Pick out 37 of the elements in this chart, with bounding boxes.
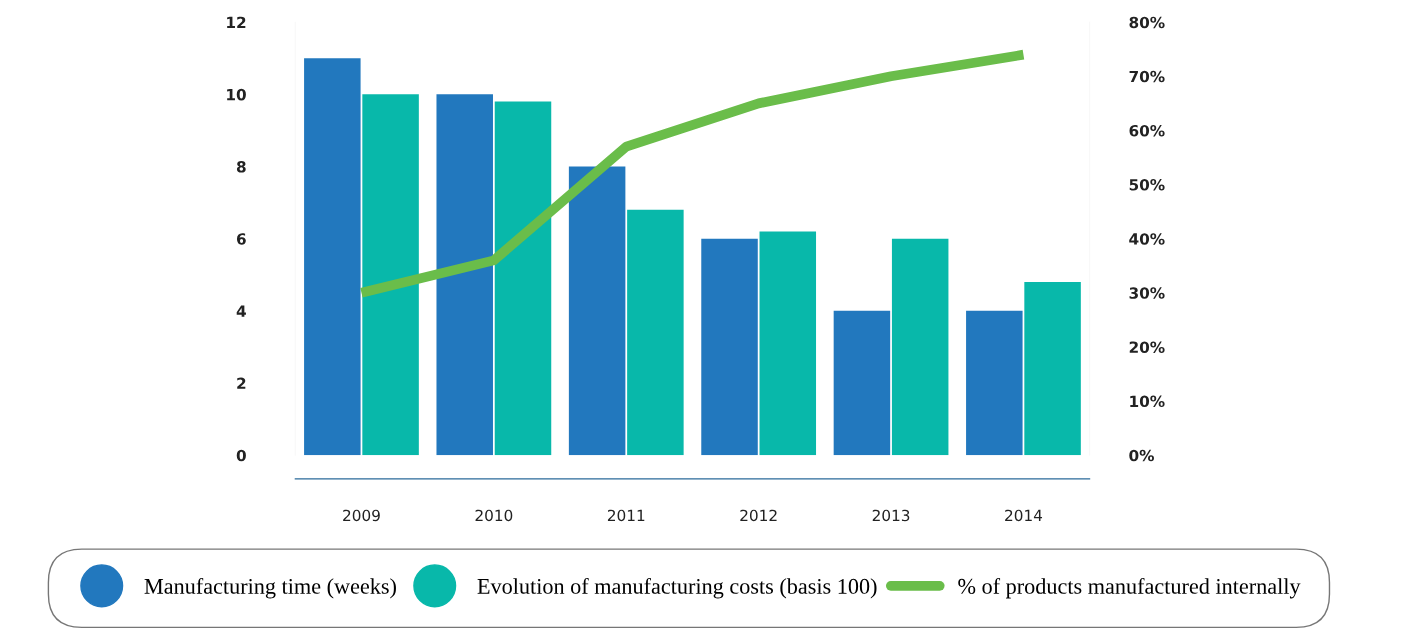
x-tick-label: 2011 <box>607 509 645 522</box>
y2-tick-label: 40% <box>1129 233 1165 245</box>
y-tick-label: 12 <box>227 16 246 28</box>
legend-label: Evolution of manufacturing costs (basis 100) <box>477 578 877 599</box>
legend-label: % of products manufactured internally <box>958 578 1301 599</box>
bar <box>701 238 758 456</box>
x-tick-label: 2009 <box>343 509 380 522</box>
y2-tick-label: 10% <box>1130 395 1165 408</box>
y-tick-label: 8 <box>236 161 246 173</box>
y2-tick-label: 80% <box>1129 16 1165 29</box>
bar <box>1024 282 1081 456</box>
x-tick-label: 2013 <box>872 509 910 522</box>
bar <box>759 231 817 456</box>
bar <box>833 310 891 456</box>
x-tick-label: 2014 <box>1005 509 1043 522</box>
y-tick-label: 6 <box>236 233 246 245</box>
y2-tick-label: 50% <box>1129 179 1165 191</box>
y2-tick-label: 70% <box>1129 70 1165 83</box>
bar <box>362 94 419 456</box>
y-tick-label: 10 <box>227 88 246 101</box>
bar <box>966 310 1023 456</box>
bar <box>627 209 684 456</box>
y2-tick-label: 60% <box>1129 124 1165 137</box>
bar <box>304 58 361 456</box>
y-tick-label: 0 <box>236 449 246 462</box>
y-tick-label: 4 <box>236 305 246 317</box>
y2-tick-label: 30% <box>1129 287 1165 299</box>
bar <box>494 101 552 456</box>
y2-tick-label: 20% <box>1129 341 1165 353</box>
x-tick-label: 2012 <box>740 509 777 522</box>
legend-label: Manufacturing time (weeks) <box>144 578 396 599</box>
y2-tick-label: 0% <box>1129 449 1154 462</box>
bar <box>568 166 626 456</box>
x-tick-label: 2010 <box>475 509 513 522</box>
bar <box>436 94 493 456</box>
y-tick-label: 2 <box>237 377 246 389</box>
bar <box>891 238 949 456</box>
